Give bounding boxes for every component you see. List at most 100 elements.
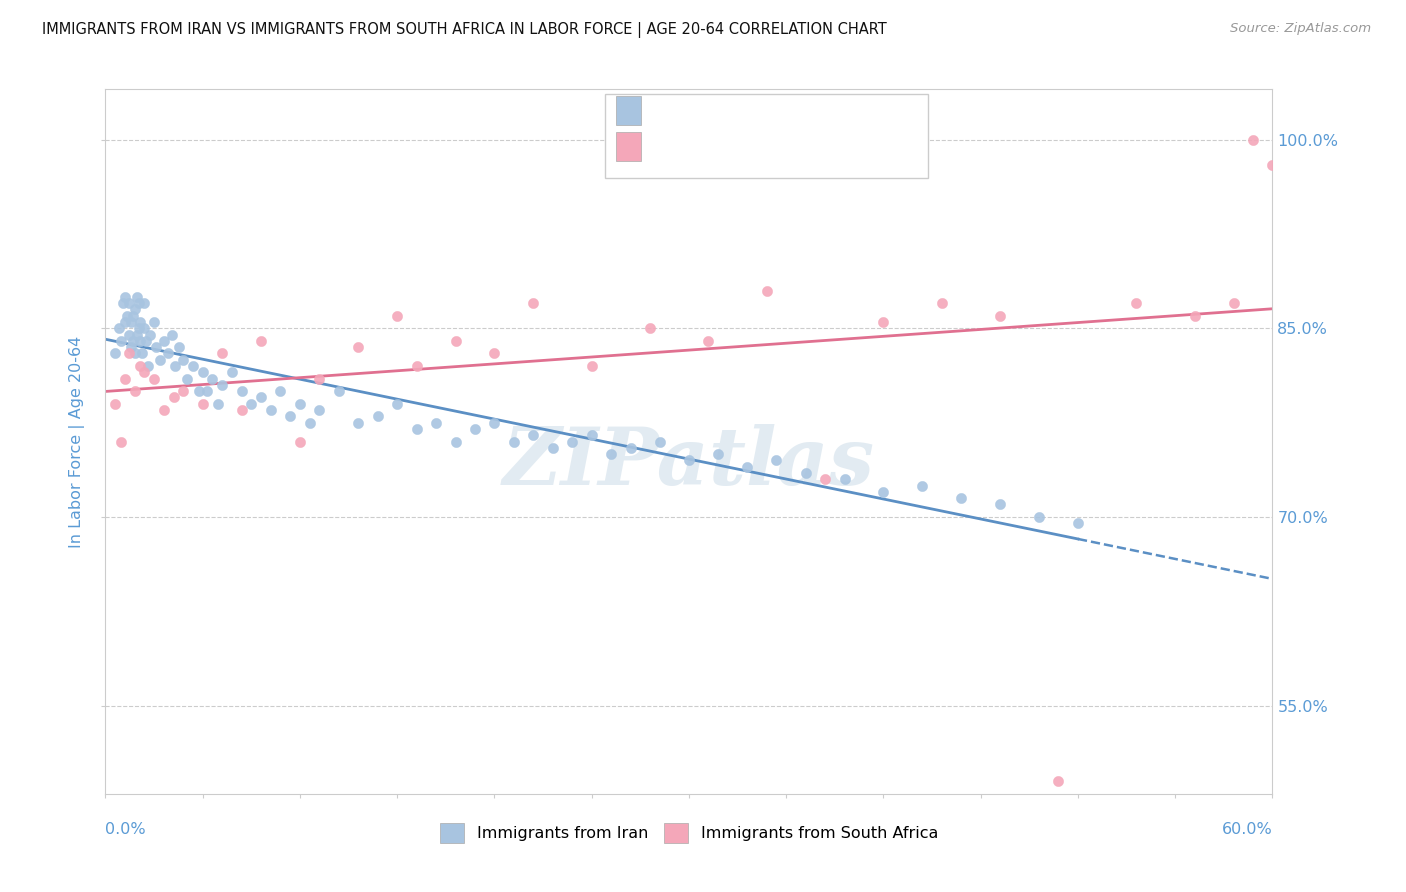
Text: ZIPatlas: ZIPatlas (503, 424, 875, 501)
Point (104, 397, 127, 411)
Point (104, 346, 127, 360)
Point (211, 346, 233, 360)
Point (153, 403, 174, 417)
Point (124, 302, 146, 317)
Point (367, 409, 389, 424)
Point (288, 397, 311, 411)
Point (620, 441, 643, 455)
Point (124, 346, 146, 360)
Point (308, 371, 330, 385)
Point (1125, 296, 1147, 310)
Point (444, 434, 467, 449)
Point (114, 371, 136, 385)
Point (1028, 510, 1050, 524)
Point (484, 416, 506, 430)
Point (522, 296, 544, 310)
Point (231, 403, 253, 417)
Text: R = -0.389   N = 83: R = -0.389 N = 83 (651, 109, 814, 127)
Point (131, 346, 153, 360)
Point (118, 346, 141, 360)
Point (707, 447, 730, 461)
Point (1067, 516, 1090, 531)
Point (169, 340, 191, 354)
Point (128, 296, 150, 310)
Point (911, 478, 934, 492)
Point (124, 384, 146, 399)
Text: R =  0.46   N = 37: R = 0.46 N = 37 (651, 145, 803, 162)
Point (278, 409, 301, 424)
Point (298, 416, 321, 430)
Point (308, 403, 330, 417)
Point (129, 359, 152, 373)
Point (405, 422, 427, 436)
Point (405, 359, 427, 373)
Text: 60.0%: 60.0% (1222, 822, 1272, 837)
Point (872, 484, 894, 499)
Point (600, 447, 623, 461)
Point (328, 384, 350, 399)
Point (191, 365, 214, 379)
Point (110, 334, 132, 348)
Text: IMMIGRANTS FROM IRAN VS IMMIGRANTS FROM SOUTH AFRICA IN LABOR FORCE | AGE 20-64 : IMMIGRANTS FROM IRAN VS IMMIGRANTS FROM … (42, 22, 887, 38)
Point (136, 359, 159, 373)
Point (143, 371, 166, 385)
Point (125, 290, 148, 304)
Point (201, 371, 224, 385)
Point (121, 334, 143, 348)
Point (125, 327, 148, 342)
Point (114, 315, 136, 329)
Point (120, 340, 142, 354)
Point (464, 422, 486, 436)
Text: 0.0%: 0.0% (105, 822, 146, 837)
Point (191, 397, 214, 411)
Point (128, 321, 150, 335)
Point (240, 397, 263, 411)
Point (110, 434, 132, 449)
Point (172, 352, 194, 367)
Point (162, 391, 184, 405)
Point (484, 346, 506, 360)
Point (1222, 296, 1244, 310)
Y-axis label: In Labor Force | Age 20-64: In Labor Force | Age 20-64 (69, 335, 86, 548)
Point (288, 434, 311, 449)
Point (149, 352, 172, 367)
Point (988, 309, 1011, 323)
Point (160, 327, 183, 342)
Point (697, 334, 720, 348)
Point (250, 391, 273, 405)
Point (581, 359, 603, 373)
Point (425, 416, 447, 430)
Point (872, 315, 894, 329)
Point (581, 428, 603, 442)
Point (561, 434, 583, 449)
Legend: Immigrants from Iran, Immigrants from South Africa: Immigrants from Iran, Immigrants from So… (433, 817, 945, 849)
Point (541, 441, 564, 455)
Text: Source: ZipAtlas.com: Source: ZipAtlas.com (1230, 22, 1371, 36)
Point (385, 309, 409, 323)
Point (765, 453, 787, 467)
Point (118, 296, 141, 310)
Point (145, 340, 167, 354)
Point (648, 434, 671, 449)
Point (814, 472, 837, 486)
Point (1241, 132, 1264, 146)
Point (176, 371, 198, 385)
Point (794, 466, 817, 480)
Point (153, 334, 174, 348)
Point (231, 384, 253, 399)
Point (221, 365, 243, 379)
Point (172, 384, 194, 399)
Point (120, 315, 142, 329)
Point (207, 397, 229, 411)
Point (385, 397, 409, 411)
Point (118, 327, 141, 342)
Point (195, 384, 218, 399)
Point (134, 365, 156, 379)
Point (444, 334, 467, 348)
Point (678, 453, 700, 467)
Point (988, 498, 1011, 512)
Point (108, 321, 131, 335)
Point (1261, 158, 1284, 172)
Point (1184, 309, 1206, 323)
Point (129, 334, 152, 348)
